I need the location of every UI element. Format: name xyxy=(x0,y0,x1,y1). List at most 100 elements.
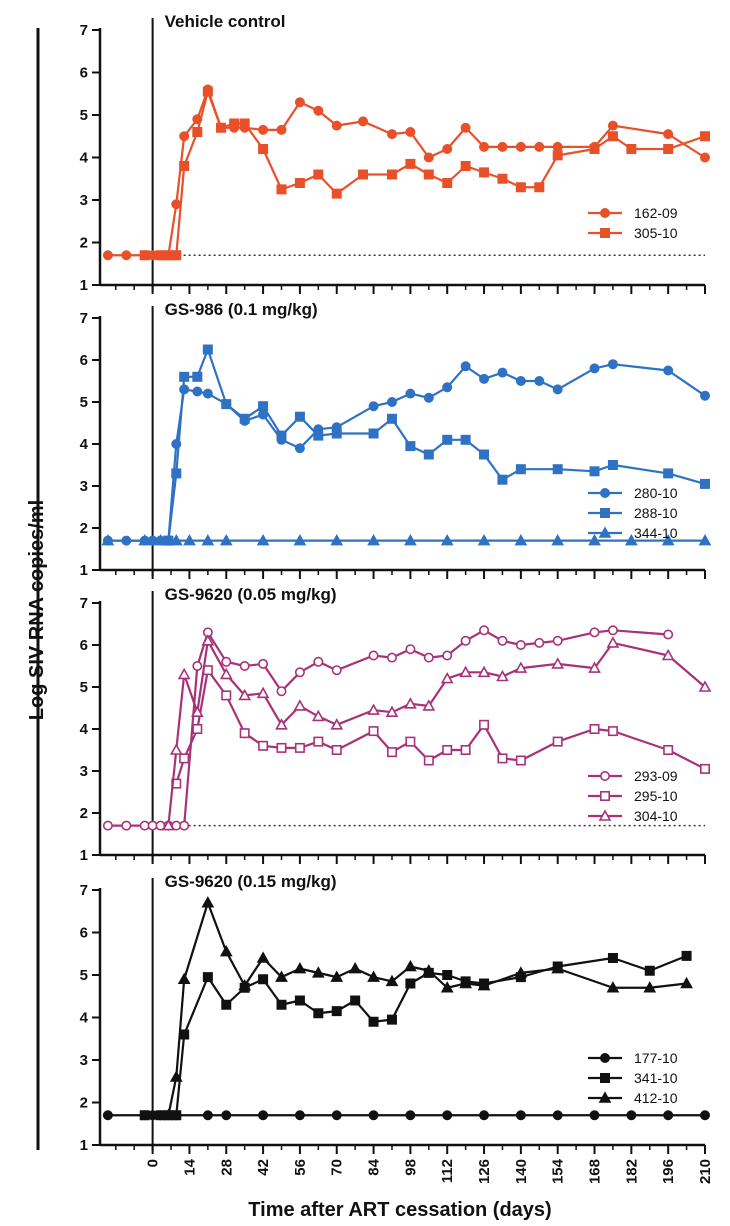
data-point xyxy=(589,466,600,477)
legend-swatch-marker xyxy=(599,1073,610,1084)
data-point xyxy=(386,413,397,424)
y-tick-label: 6 xyxy=(80,65,88,82)
data-point xyxy=(331,1110,342,1121)
y-tick-label: 7 xyxy=(80,310,88,327)
legend-label: 162-09 xyxy=(634,205,678,221)
y-tick-label: 4 xyxy=(80,1010,89,1027)
data-point xyxy=(534,637,545,648)
data-point xyxy=(179,1029,190,1040)
data-point xyxy=(515,182,526,193)
data-point xyxy=(258,740,269,751)
legend-label: 295-10 xyxy=(634,788,678,804)
data-point xyxy=(699,1110,710,1121)
data-point xyxy=(515,1110,526,1121)
legend-label: 293-09 xyxy=(634,768,678,784)
data-point xyxy=(192,127,203,138)
data-point xyxy=(479,167,490,178)
data-point xyxy=(661,533,675,546)
data-point xyxy=(442,178,453,189)
data-point xyxy=(313,656,324,667)
data-point xyxy=(121,820,132,831)
data-point xyxy=(331,428,342,439)
y-tick-label: 4 xyxy=(80,436,89,453)
x-tick-label: 210 xyxy=(697,1159,714,1184)
data-point xyxy=(221,399,232,410)
data-point xyxy=(423,652,434,663)
data-point xyxy=(368,428,379,439)
y-tick-label: 3 xyxy=(80,763,88,780)
data-point xyxy=(202,1110,213,1121)
data-point xyxy=(276,742,287,753)
series-line xyxy=(167,639,706,826)
y-tick-label: 1 xyxy=(80,277,88,294)
data-point xyxy=(386,129,397,140)
legend-swatch-marker xyxy=(598,809,612,821)
data-point xyxy=(644,965,655,976)
data-point xyxy=(405,644,416,655)
data-point xyxy=(680,976,693,989)
data-point xyxy=(515,755,526,766)
x-axis-title: Time after ART cessation (days) xyxy=(248,1199,551,1221)
data-point xyxy=(367,533,380,546)
data-point xyxy=(311,966,325,978)
data-point xyxy=(348,961,362,974)
y-tick-label: 3 xyxy=(80,1052,88,1069)
data-point xyxy=(552,150,563,161)
data-point xyxy=(192,660,203,671)
data-point xyxy=(385,705,399,718)
legend-label: 305-10 xyxy=(634,225,678,241)
legend-label: 304-10 xyxy=(634,808,678,824)
data-point xyxy=(239,660,250,671)
y-tick-label: 5 xyxy=(80,967,88,984)
data-point xyxy=(589,723,600,734)
data-point xyxy=(294,1110,305,1121)
data-point xyxy=(552,141,563,152)
y-tick-label: 6 xyxy=(80,352,88,369)
data-point xyxy=(313,169,324,180)
data-point xyxy=(294,97,305,108)
data-point xyxy=(162,818,175,831)
series-line xyxy=(167,348,706,541)
data-point xyxy=(221,999,232,1010)
series-305-10 xyxy=(139,86,710,261)
data-point xyxy=(405,978,416,989)
data-point xyxy=(313,430,324,441)
data-point xyxy=(607,120,618,131)
data-point xyxy=(169,1070,183,1082)
panel-title: GS-986 (0.1 mg/kg) xyxy=(165,300,318,319)
data-point xyxy=(422,699,436,711)
data-point xyxy=(386,169,397,180)
data-point xyxy=(552,635,563,646)
data-point xyxy=(368,401,379,412)
data-point xyxy=(405,388,416,399)
data-point xyxy=(219,533,233,546)
x-tick-label: 84 xyxy=(366,1158,383,1175)
legend-swatch-marker xyxy=(599,1053,610,1064)
data-point xyxy=(699,131,710,142)
data-point xyxy=(423,392,434,403)
data-point xyxy=(192,371,203,382)
data-point xyxy=(179,753,190,764)
legend-swatch-marker xyxy=(598,526,612,538)
data-point xyxy=(626,144,637,155)
data-point xyxy=(276,686,287,697)
data-point xyxy=(368,1016,379,1027)
data-point xyxy=(607,131,618,142)
y-tick-label: 6 xyxy=(80,637,88,654)
y-tick-label: 7 xyxy=(80,595,88,612)
data-point xyxy=(534,141,545,152)
data-point xyxy=(221,1110,232,1121)
legend-swatch-marker xyxy=(599,487,610,498)
series-344-10 xyxy=(101,533,712,546)
data-point xyxy=(367,970,380,982)
data-point xyxy=(698,680,712,692)
y-tick-label: 4 xyxy=(80,150,89,167)
data-point xyxy=(589,144,600,155)
data-point xyxy=(699,478,710,489)
data-point xyxy=(442,969,453,980)
series-295-10 xyxy=(171,665,710,789)
data-point xyxy=(607,459,618,470)
data-point xyxy=(663,144,674,155)
data-point xyxy=(221,690,232,701)
